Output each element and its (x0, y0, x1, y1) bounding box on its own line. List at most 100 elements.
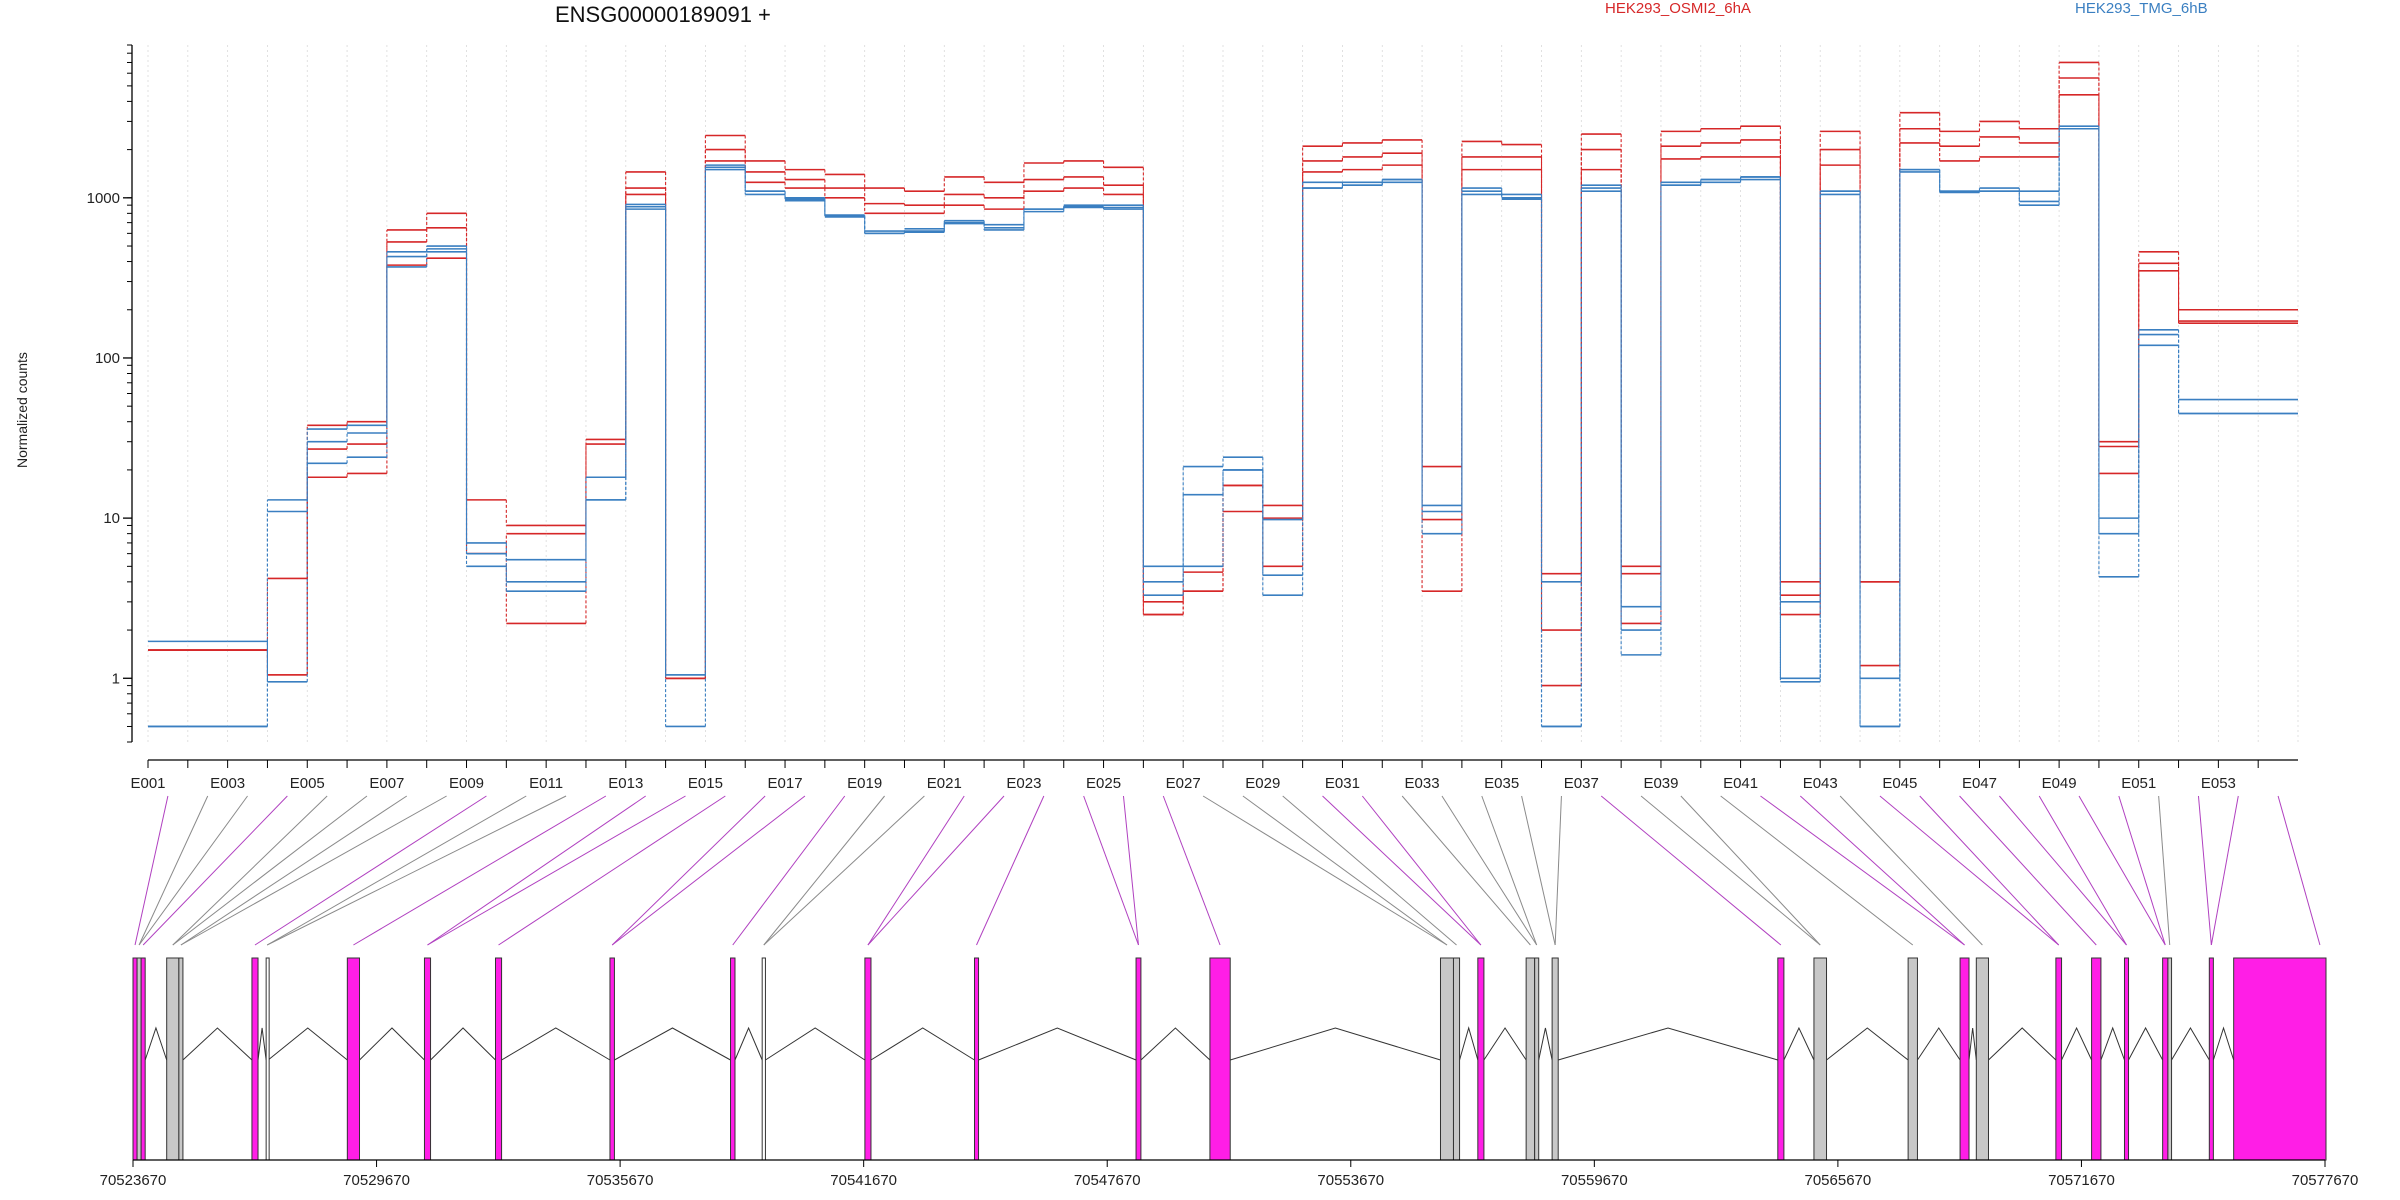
genome-tick-label: 70541670 (830, 1172, 897, 1189)
exon-box (494, 957, 503, 1161)
genome-tick-label: 70577670 (2292, 1172, 2359, 1189)
bin-exon-connector (427, 795, 686, 946)
intron-line (734, 1026, 763, 1061)
exon-box (973, 957, 980, 1161)
exon-box (251, 957, 259, 1161)
exon-box (1452, 957, 1461, 1161)
intron-line (1140, 1027, 1211, 1061)
bin-exon-connector (611, 795, 766, 946)
intron-line (978, 1027, 1137, 1061)
bin-tick-label: E039 (1643, 775, 1678, 792)
bin-exon-connector (1242, 795, 1448, 946)
bin-exon-connector (172, 795, 328, 946)
bin-exon-connector (1122, 795, 1139, 946)
bin-exon-connector (2277, 795, 2321, 946)
intron-line (1826, 1027, 1909, 1061)
bin-exon-connector (2197, 795, 2212, 946)
intron-line (359, 1027, 425, 1061)
intron-line (1459, 1026, 1479, 1061)
genome-tick-label: 70547670 (1074, 1172, 1141, 1189)
exon-box (265, 957, 270, 1161)
bin-exon-connector (2038, 795, 2127, 946)
exon-box (1439, 957, 1454, 1161)
genome-tick-label: 70523670 (100, 1172, 167, 1189)
intron-line (1538, 1027, 1553, 1061)
bin-tick-label: E003 (210, 775, 245, 792)
exon-box (2055, 957, 2063, 1161)
intron-line (1988, 1027, 2057, 1061)
intron-line (870, 1027, 975, 1061)
intron-line (182, 1027, 253, 1061)
bin-exon-connector (1361, 795, 1482, 946)
exon-box (761, 957, 766, 1161)
bin-exon-connector (1282, 795, 1457, 946)
exon-box (346, 957, 361, 1161)
bin-tick-label: E025 (1086, 775, 1121, 792)
bin-exon-connector (1083, 795, 1139, 946)
bin-exon-connector (763, 795, 885, 946)
bin-exon-connector (867, 795, 965, 946)
intron-line (2171, 1027, 2210, 1061)
intron-line (2061, 1026, 2093, 1061)
genome-tick-label: 70553670 (1317, 1172, 1384, 1189)
intron-line (2212, 1026, 2235, 1061)
bin-tick-label: E045 (1882, 775, 1917, 792)
bin-exon-connector (1640, 795, 1821, 946)
bin-tick-label: E011 (529, 775, 563, 792)
exon-box (1135, 957, 1142, 1161)
bin-exon-connector (180, 795, 447, 946)
bin-tick-label: E023 (1006, 775, 1041, 792)
bin-exon-connector (1839, 795, 1983, 946)
intron-line (1783, 1026, 1815, 1061)
exon-box (1551, 957, 1559, 1161)
exon-box (2208, 957, 2214, 1161)
bin-tick-label: E043 (1803, 775, 1838, 792)
exon-box (140, 957, 146, 1161)
exon-box (1525, 957, 1536, 1161)
exon-box (2233, 957, 2327, 1161)
bin-exon-connector (732, 795, 846, 946)
bin-exon-connector (2158, 795, 2171, 946)
genome-tick-label: 70529670 (343, 1172, 410, 1189)
bin-exon-connector (1401, 795, 1531, 946)
bin-exon-connector (1919, 795, 2060, 946)
bin-exon-connector (1760, 795, 1965, 946)
bin-exon-connector (1600, 795, 1782, 946)
bin-exon-connector (763, 795, 925, 946)
bin-tick-label: E041 (1723, 775, 1758, 792)
exon-box (2091, 957, 2102, 1161)
bin-exon-connector (1959, 795, 2097, 946)
bin-tick-label: E037 (1564, 775, 1599, 792)
exon-box (1534, 957, 1540, 1161)
exon-box (1959, 957, 1970, 1161)
intron-line (267, 1027, 348, 1061)
y-tick-label: 100 (95, 350, 120, 367)
bin-exon-connector (266, 795, 527, 946)
bin-tick-label: E009 (449, 775, 484, 792)
bin-exon-connector (266, 795, 567, 946)
bin-exon-connector (1441, 795, 1538, 946)
y-tick-label: 1000 (87, 190, 120, 207)
exon-box (136, 957, 142, 1161)
bin-tick-label: E007 (369, 775, 404, 792)
y-tick-label: 1 (112, 670, 120, 687)
bin-exon-connector (134, 795, 169, 946)
bin-exon-connector (1202, 795, 1448, 946)
bin-tick-label: E053 (2201, 775, 2236, 792)
bin-tick-label: E013 (608, 775, 643, 792)
bin-exon-connector (1481, 795, 1538, 946)
bin-tick-label: E021 (927, 775, 962, 792)
bin-tick-label: E051 (2121, 775, 2156, 792)
bin-exon-connector (1720, 795, 1914, 946)
series-5 (148, 125, 2298, 728)
intron-line (1483, 1027, 1527, 1061)
intron-line (257, 1027, 267, 1061)
exon-box (423, 957, 432, 1161)
bin-exon-connector (867, 795, 1005, 946)
bin-exon-connector (172, 795, 368, 946)
legend-entry-tmg: HEK293_TMG_6hB (2075, 0, 2208, 17)
exon-box (2123, 957, 2130, 1161)
legend-entry-osmi2: HEK293_OSMI2_6hA (1605, 0, 1751, 17)
bin-tick-label: E031 (1325, 775, 1360, 792)
